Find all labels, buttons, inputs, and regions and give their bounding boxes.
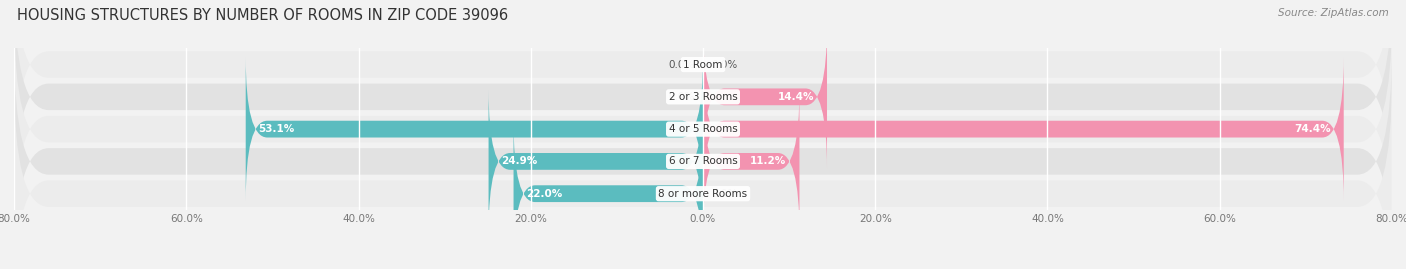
Text: 0.0%: 0.0% [668, 59, 695, 70]
FancyBboxPatch shape [14, 0, 1392, 213]
FancyBboxPatch shape [513, 121, 703, 266]
Text: 53.1%: 53.1% [259, 124, 295, 134]
FancyBboxPatch shape [14, 13, 1392, 245]
Text: 0.0%: 0.0% [668, 92, 695, 102]
FancyBboxPatch shape [14, 0, 1392, 180]
Text: 8 or more Rooms: 8 or more Rooms [658, 189, 748, 199]
Text: 24.9%: 24.9% [502, 156, 537, 167]
FancyBboxPatch shape [703, 89, 800, 234]
Text: 74.4%: 74.4% [1294, 124, 1331, 134]
FancyBboxPatch shape [14, 45, 1392, 269]
FancyBboxPatch shape [703, 57, 1344, 201]
Text: 11.2%: 11.2% [751, 156, 786, 167]
FancyBboxPatch shape [14, 78, 1392, 269]
Text: 6 or 7 Rooms: 6 or 7 Rooms [669, 156, 737, 167]
FancyBboxPatch shape [703, 24, 827, 169]
Text: Source: ZipAtlas.com: Source: ZipAtlas.com [1278, 8, 1389, 18]
Text: 0.0%: 0.0% [711, 189, 738, 199]
Text: 2 or 3 Rooms: 2 or 3 Rooms [669, 92, 737, 102]
FancyBboxPatch shape [488, 89, 703, 234]
Text: 4 or 5 Rooms: 4 or 5 Rooms [669, 124, 737, 134]
FancyBboxPatch shape [246, 57, 703, 201]
Text: 14.4%: 14.4% [778, 92, 814, 102]
Text: 0.0%: 0.0% [711, 59, 738, 70]
Text: HOUSING STRUCTURES BY NUMBER OF ROOMS IN ZIP CODE 39096: HOUSING STRUCTURES BY NUMBER OF ROOMS IN… [17, 8, 508, 23]
Text: 1 Room: 1 Room [683, 59, 723, 70]
Text: 22.0%: 22.0% [526, 189, 562, 199]
